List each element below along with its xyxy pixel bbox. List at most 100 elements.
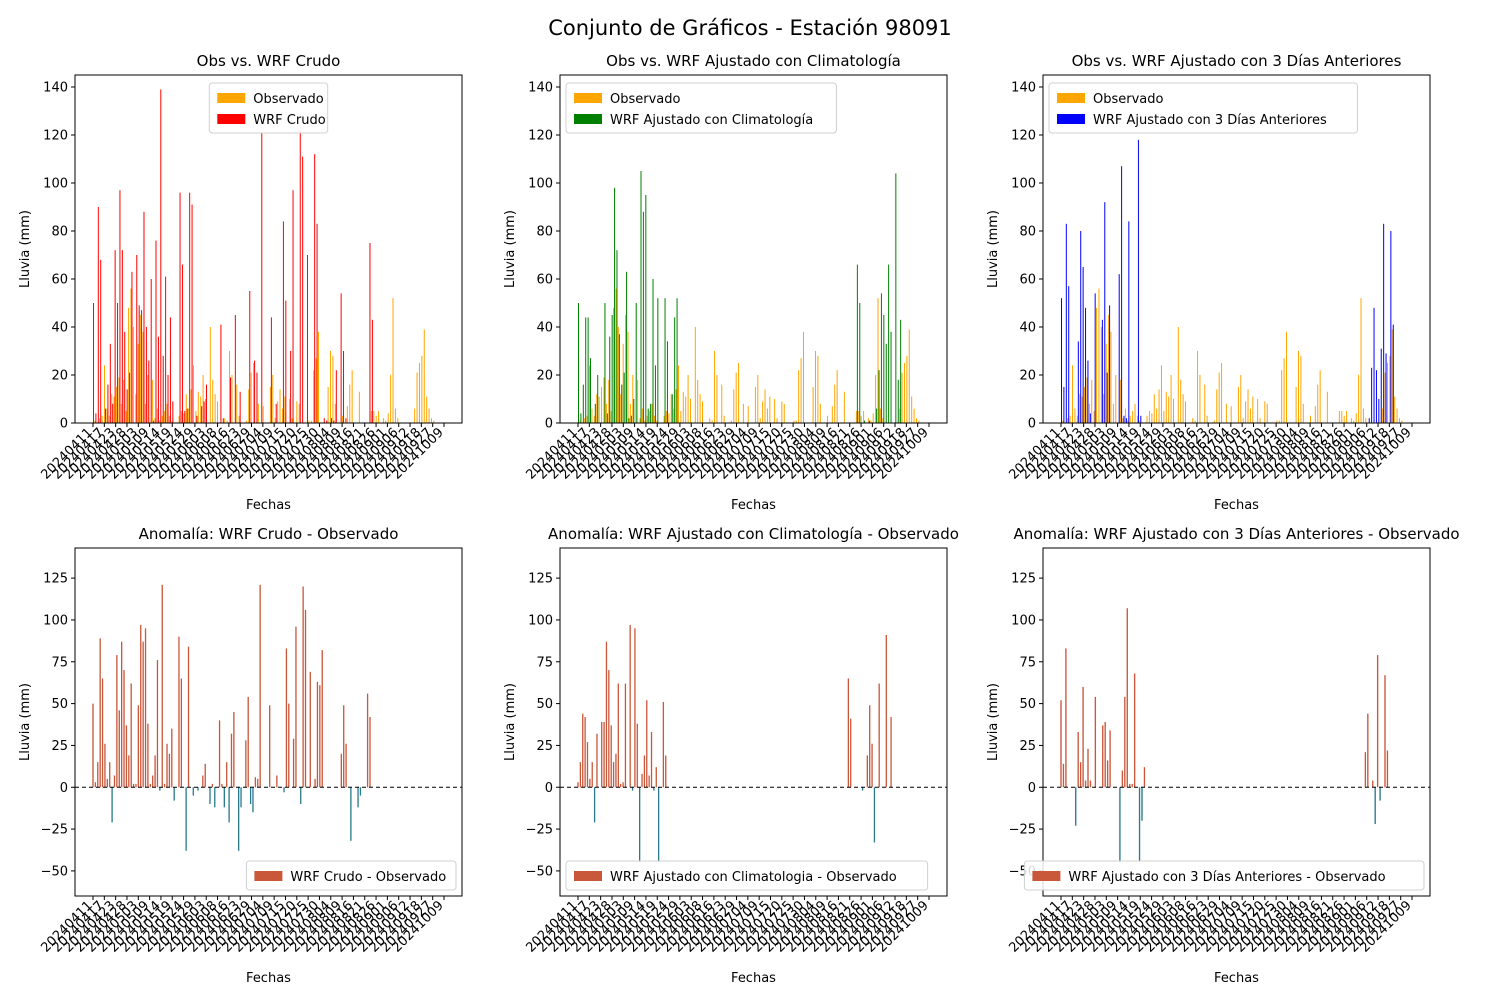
anomaly-bar (187, 646, 190, 788)
wrf-bar (167, 375, 169, 423)
observado-bar (699, 394, 701, 423)
anomaly-bar (631, 787, 634, 791)
wrf-bar (1089, 413, 1091, 423)
observado-bar (1110, 331, 1112, 423)
anomaly-bar (586, 742, 589, 788)
observado-bar (120, 403, 122, 423)
wrf-bar (141, 310, 143, 423)
y-tick-label: 40 (536, 321, 553, 336)
wrf-bar (316, 223, 318, 423)
anomaly-bar (890, 716, 892, 788)
anomaly-bar (92, 703, 94, 788)
anomaly-bar (111, 787, 113, 823)
observado-bar (875, 375, 877, 423)
observado-bar (860, 415, 862, 423)
wrf-bar (275, 403, 277, 423)
observado-bar (416, 372, 418, 423)
wrf-bar (876, 408, 878, 423)
observado-bar (147, 375, 149, 423)
wrf-bar (633, 399, 635, 423)
wrf-bar (1385, 353, 1387, 423)
wrf-bar (1128, 221, 1130, 423)
wrf-bar (895, 173, 897, 423)
y-tick-label: 140 (1011, 81, 1036, 96)
wrf-bar (880, 293, 882, 423)
observado-bar (1346, 411, 1348, 423)
y-tick-label: 75 (536, 655, 553, 670)
observado-bar (613, 307, 615, 423)
wrf-bar (331, 418, 333, 423)
chart-title: Obs vs. WRF Ajustado con Climatología (606, 52, 901, 70)
observado-bar (906, 355, 908, 423)
observado-bar (836, 370, 838, 423)
observado-bar (733, 389, 735, 423)
wrf-bar (153, 420, 155, 423)
anomaly-bar (1364, 752, 1367, 788)
plot-frame (559, 74, 948, 424)
y-tick-label: 100 (1011, 613, 1036, 628)
observado-bar (1158, 389, 1160, 423)
anomaly-bar (218, 720, 221, 788)
anomaly-bar (154, 755, 156, 788)
observado-bar (774, 399, 776, 423)
observado-bar (111, 394, 113, 423)
observado-bar (1281, 370, 1283, 423)
observado-bar (911, 396, 913, 423)
observado-bar (783, 403, 785, 423)
observado-bar (1115, 375, 1117, 423)
anomaly-bar (94, 782, 97, 788)
observado-bar (622, 343, 624, 423)
observado-bar (397, 418, 399, 423)
observado-bar (245, 420, 247, 423)
anomaly-bar (662, 701, 665, 788)
wrf-bar (883, 315, 885, 423)
wrf-bar (616, 250, 618, 423)
anomaly-bar (156, 660, 159, 788)
observado-bar (1093, 411, 1095, 423)
observado-bar (1401, 420, 1403, 423)
wrf-bar (112, 403, 114, 423)
observado-bar (113, 396, 115, 423)
observado-bar (238, 415, 240, 423)
y-tick-label: 140 (43, 81, 68, 96)
anomaly-bar (650, 732, 653, 788)
observado-bar (1391, 329, 1393, 423)
anomaly-bar (211, 783, 214, 788)
observado-bar (262, 406, 264, 423)
legend-label: WRF Crudo - Observado (290, 870, 446, 885)
anomaly-bar (657, 787, 660, 863)
anomaly-bar (1138, 787, 1141, 861)
observado-bar (291, 418, 293, 423)
observado-bar (382, 418, 384, 423)
observado-bar (1259, 418, 1261, 423)
anomaly-bar (1141, 787, 1143, 821)
wrf-bar (623, 372, 625, 423)
observado-bar (620, 394, 622, 423)
observado-bar (1136, 415, 1138, 423)
observado-bar (135, 394, 137, 423)
anomaly-bar (1084, 780, 1087, 788)
legend-swatch (574, 93, 602, 103)
wrf-bar (95, 413, 97, 423)
observado-bar (226, 420, 228, 423)
observado-bar (1276, 420, 1278, 423)
y-tick-label: −50 (526, 864, 553, 879)
wrf-bar (856, 264, 858, 423)
anomaly-bar (120, 641, 123, 788)
anomaly-bar (132, 783, 135, 788)
wrf-bar (1101, 319, 1103, 423)
y-tick-label: 20 (51, 369, 68, 384)
observado-bar (217, 401, 219, 423)
observado-bar (1355, 413, 1357, 423)
anomaly-bar (101, 678, 104, 788)
observado-bar (1386, 363, 1388, 423)
legend-box (565, 82, 837, 134)
observado-bar (272, 375, 274, 423)
observado-bar (682, 391, 684, 423)
y-tick-label: 60 (51, 273, 68, 288)
y-tick-label: 120 (43, 129, 68, 144)
anomaly-bar (340, 753, 342, 788)
observado-bar (159, 420, 161, 423)
anomaly-bar (610, 725, 612, 788)
